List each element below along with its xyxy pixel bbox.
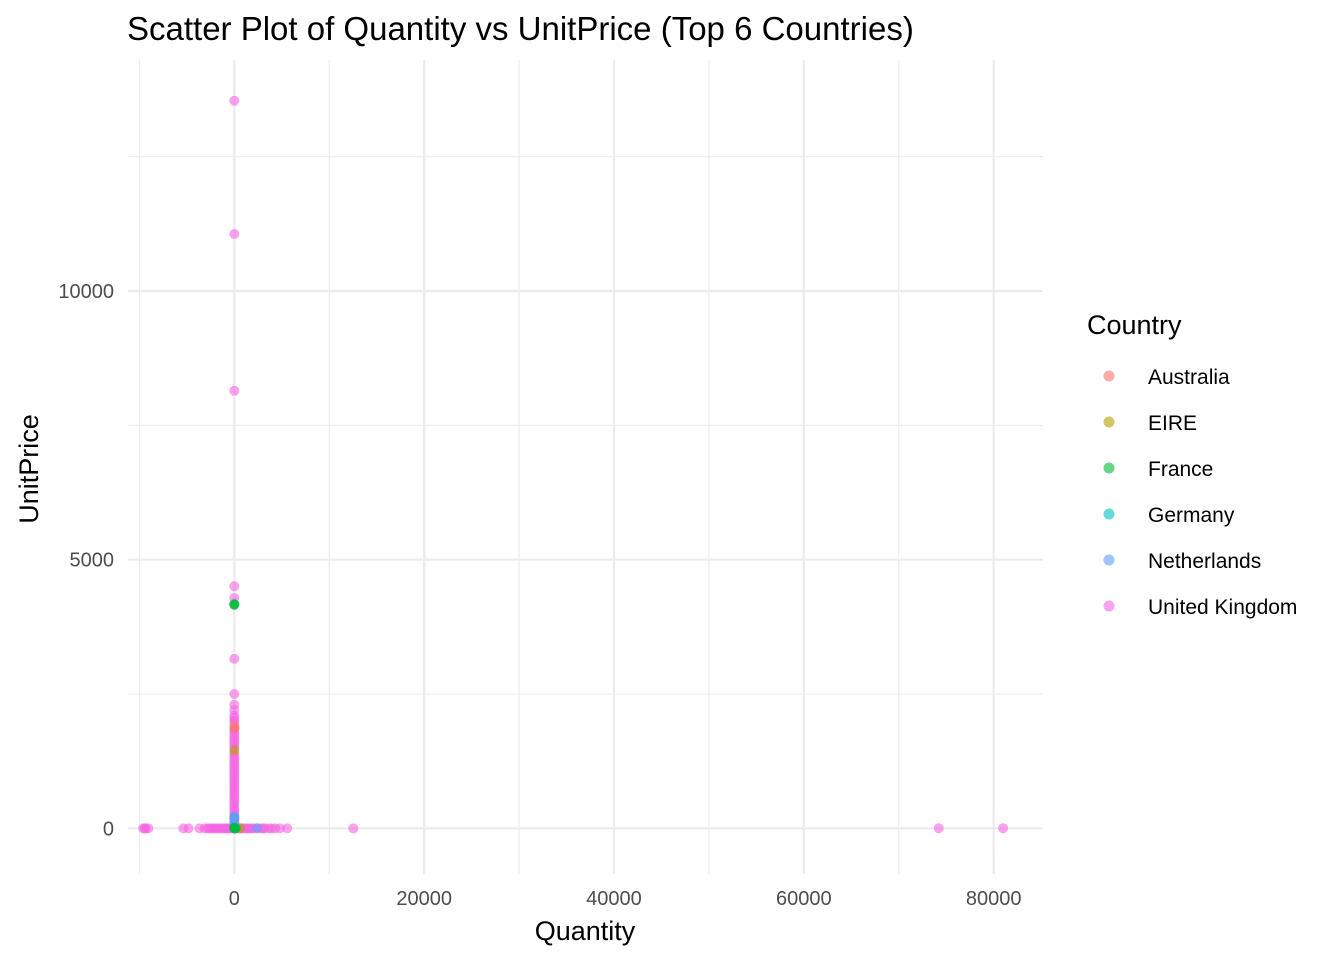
legend-item: Australia [1103,366,1230,389]
legend-key [1103,416,1115,428]
legend-label: Germany [1148,504,1235,527]
legend-label: Australia [1148,366,1230,389]
data-point [229,745,240,756]
data-point [143,823,154,834]
data-point [229,653,240,664]
legend-key [1103,462,1115,474]
legend: Country Australia EIRE France Germany Nether… [1087,310,1297,619]
x-tick-label: 80000 [966,888,1022,910]
legend-item: Netherlands [1103,550,1261,573]
data-point [229,385,240,396]
data-point [229,599,240,610]
data-points [138,95,1009,834]
legend-title: Country [1087,310,1182,340]
legend-label: France [1148,458,1213,481]
legend-label: EIRE [1148,412,1197,435]
data-point [230,823,241,834]
x-tick-label: 0 [229,888,240,910]
chart-title: Scatter Plot of Quantity vs UnitPrice (T… [127,10,914,47]
legend-item: EIRE [1103,412,1197,435]
y-tick-label: 10000 [58,281,114,303]
data-point [229,581,240,592]
data-point [229,689,240,700]
legend-items: Australia EIRE France Germany Netherlands Uni… [1103,366,1297,619]
x-axis-title: Quantity [535,916,636,946]
legend-item: Germany [1103,504,1235,527]
legend-item: United Kingdom [1103,596,1297,619]
data-point [282,823,293,834]
y-tick-label: 5000 [70,550,115,572]
data-point [229,723,240,734]
series-united-kingdom [138,95,1009,834]
y-axis-ticks: 0 5000 10000 [58,281,114,840]
x-axis-ticks: 0 20000 40000 60000 80000 [229,888,1022,910]
y-tick-label: 0 [103,818,114,840]
legend-label: United Kingdom [1148,596,1297,619]
data-point [229,95,240,106]
legend-key [1103,370,1115,382]
data-point [998,823,1009,834]
data-point [933,823,944,834]
legend-label: Netherlands [1148,550,1261,573]
y-axis-title: UnitPrice [14,414,44,524]
legend-key [1103,508,1115,520]
data-point [348,823,359,834]
x-tick-label: 60000 [776,888,832,910]
data-point [183,823,194,834]
data-point [229,228,240,239]
data-point [274,823,285,834]
legend-key [1103,554,1115,566]
x-tick-label: 40000 [586,888,642,910]
legend-item: France [1103,458,1213,481]
data-point [252,823,263,834]
x-tick-label: 20000 [396,888,452,910]
series-france [229,599,241,834]
grid [128,60,1043,874]
legend-key [1103,600,1115,612]
